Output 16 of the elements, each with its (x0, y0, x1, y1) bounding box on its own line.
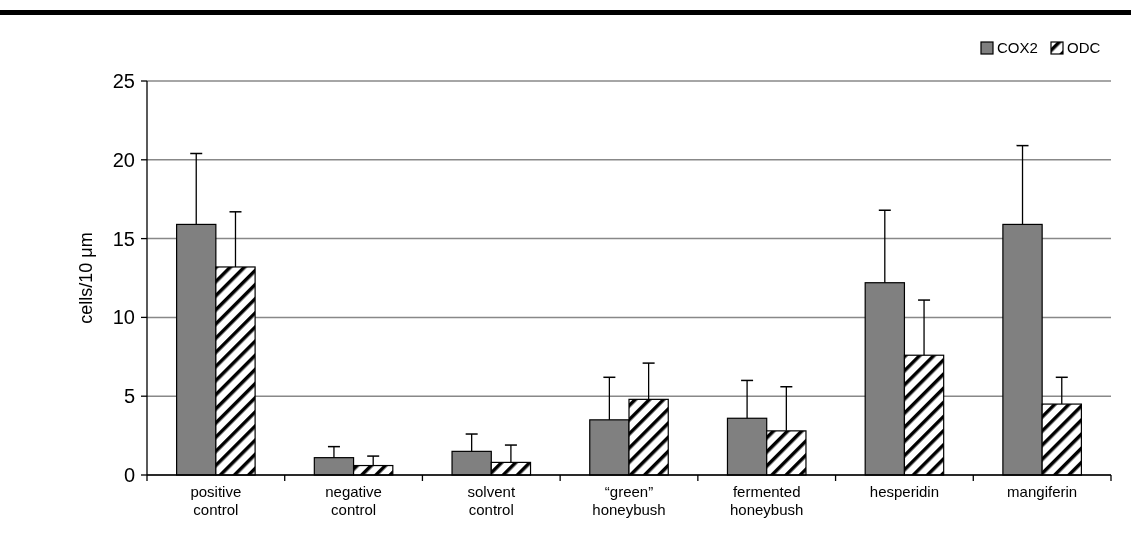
y-tick-label: 10 (112, 306, 135, 329)
y-tick-label: 15 (112, 227, 135, 250)
y-tick-label: 20 (112, 148, 135, 171)
legend-label: ODC (1067, 39, 1101, 57)
x-tick-label: solvent control (467, 483, 516, 518)
y-tick-label: 5 (123, 385, 135, 408)
y-tick-label: 25 (112, 70, 135, 92)
legend-label: COX2 (997, 39, 1038, 57)
x-tick-label: positive control (190, 483, 242, 518)
x-tick-label: hesperidin (869, 483, 940, 500)
x-tick-label: fermented honeybush (730, 483, 804, 518)
y-axis-title: cells/10 μm (76, 232, 96, 324)
y-tick-label: 0 (123, 464, 135, 486)
x-tick-label: mangiferin (1007, 483, 1078, 500)
x-tick-label: “green” honeybush (592, 483, 666, 518)
x-tick-label: negative control (325, 483, 382, 518)
